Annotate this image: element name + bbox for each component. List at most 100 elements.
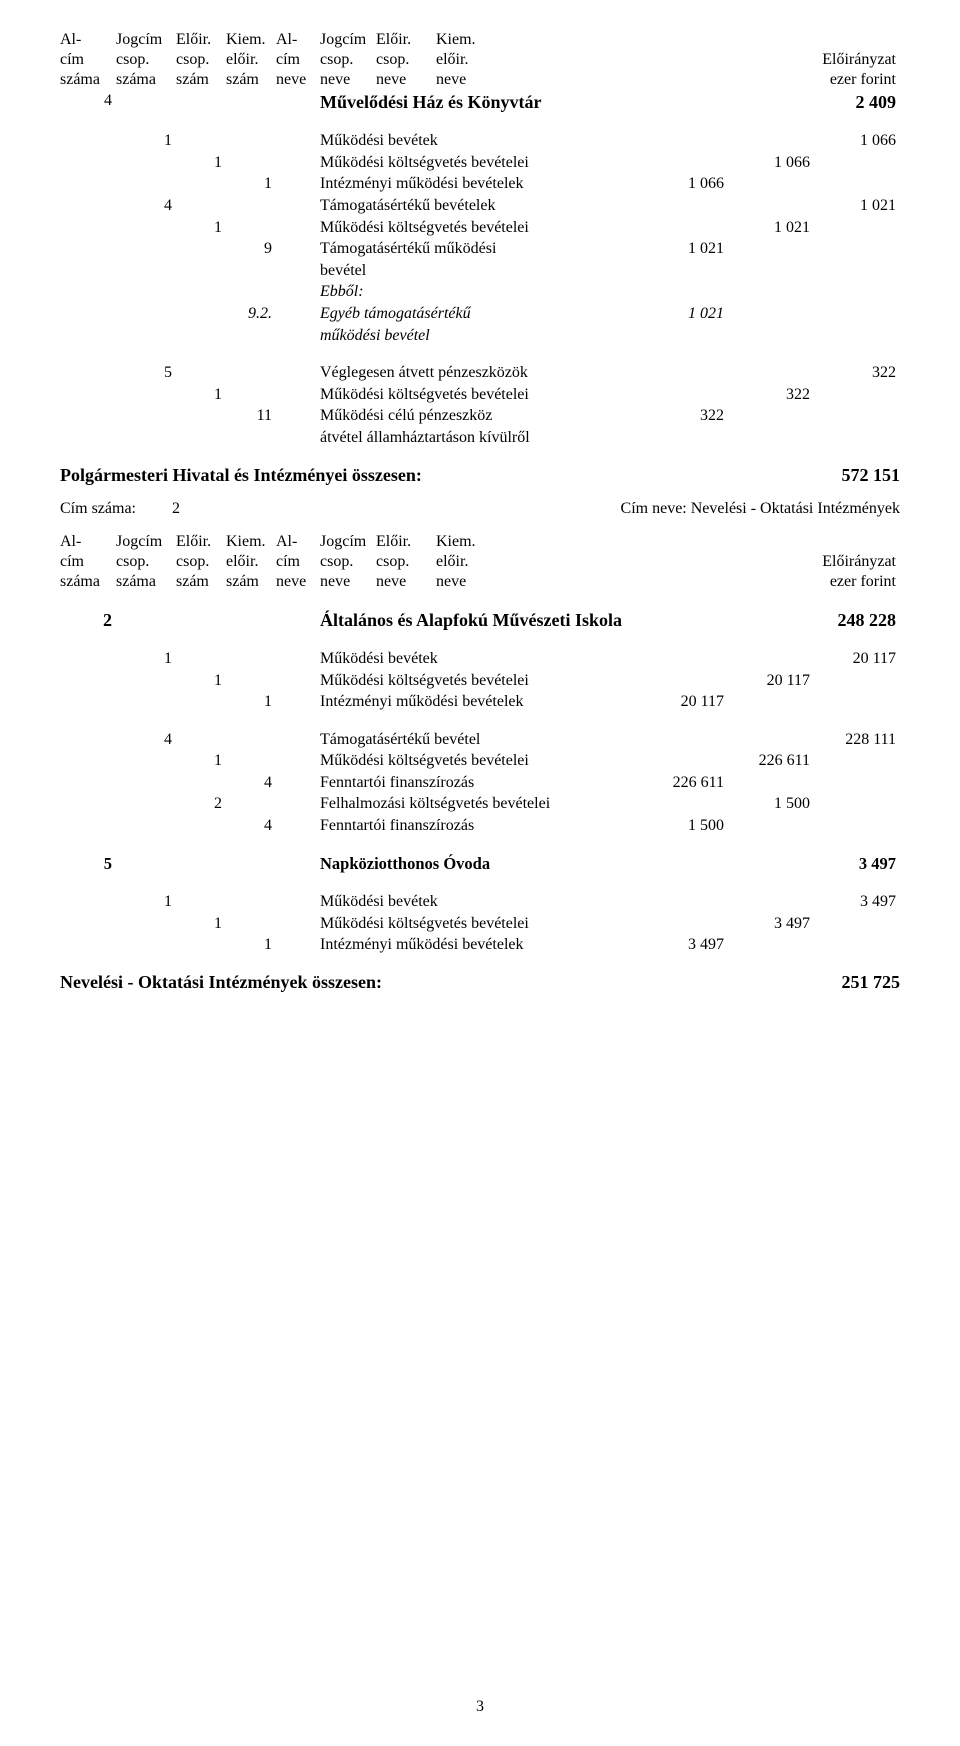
s2-r4-v: 228 111: [814, 729, 900, 751]
s5a-r3-label: Működési célú pénzeszköz átvétel államhá…: [320, 405, 642, 448]
s5b-r1-v: 3 497: [814, 891, 900, 913]
s5b-r2-code: 1: [176, 913, 226, 935]
hdr2-c7-l1: Előir.: [376, 532, 436, 552]
s5a-r2-v: 322: [728, 384, 814, 406]
hdr2-c4-l3: szám: [226, 572, 276, 592]
hdr-c7-l3: neve: [376, 70, 436, 90]
s2-r4-label: Támogatásértékű bevétel: [320, 729, 642, 751]
s5b-r1-label: Működési bevétek: [320, 891, 642, 913]
hdr2-c5-l1: Al-: [276, 532, 320, 552]
hdr-c8-l2: előir.: [436, 50, 486, 70]
s4-r6-label1: Támogatásértékű működési: [320, 240, 496, 257]
s5a-r3: 11 Működési célú pénzeszköz átvétel álla…: [60, 405, 900, 448]
s2-r2-label: Működési költségvetés bevételei: [320, 670, 642, 692]
cim2-right: Cím neve: Nevelési - Oktatási Intézménye…: [621, 500, 900, 518]
section5b-code: 5: [60, 853, 116, 875]
s2-r5-code: 1: [176, 750, 226, 772]
s4-r6: 9 Támogatásértékű működési bevétel 1 021: [60, 238, 900, 281]
s4-r6-code: 9: [226, 238, 276, 260]
s4-r4-code: 4: [116, 195, 176, 217]
s4-r3: 1 Intézményi működési bevételek 1 066: [60, 173, 900, 195]
section4-title-row: 4 Művelődési Ház és Könyvtár 2 409: [60, 90, 900, 114]
summary2-v: 251 725: [842, 972, 901, 993]
hdr2-c1-l1: Al-: [60, 532, 116, 552]
s2-r6-label: Fenntartói finanszírozás: [320, 772, 642, 794]
s2-r2-code: 1: [176, 670, 226, 692]
hdr2-c2-l2: csop.: [116, 552, 176, 572]
section2-total: 248 228: [814, 608, 900, 632]
s5b-r3-code: 1: [226, 934, 276, 956]
hdr2-c6-l2: csop.: [320, 552, 376, 572]
s5b-r2-label: Működési költségvetés bevételei: [320, 913, 642, 935]
hdr-c7-l2: csop.: [376, 50, 436, 70]
hdr2-c5-l2: cím: [276, 552, 320, 572]
s4-r1: 1 Működési bevétek 1 066: [60, 130, 900, 152]
s5a-r2-code: 1: [176, 384, 226, 406]
hdr-c6-l2: csop.: [320, 50, 376, 70]
s4-r8-label2: működési bevétel: [320, 327, 430, 344]
hdr2-c5-l3: neve: [276, 572, 320, 592]
hdr2-c7-l3: neve: [376, 572, 436, 592]
hdr-c7-l1: Előir.: [376, 30, 436, 50]
s5a-r3-label2: átvétel államháztartáson kívülről: [320, 429, 530, 446]
section5b-title-row: 5 Napköziotthonos Óvoda 3 497: [60, 853, 900, 875]
s2-r8: 4 Fenntartói finanszírozás 1 500: [60, 815, 900, 837]
section5b-total: 3 497: [814, 853, 900, 875]
s2-r5-v: 226 611: [728, 750, 814, 772]
column-header-l3: száma száma szám szám neve neve neve nev…: [60, 70, 900, 90]
hdr-c6-l3: neve: [320, 70, 376, 90]
s4-r3-v: 1 066: [642, 173, 728, 195]
hdr2-c1-l2: cím: [60, 552, 116, 572]
s4-r8-v: 1 021: [642, 303, 728, 325]
summary1-v: 572 151: [842, 465, 901, 486]
s5a-r1-label: Véglegesen átvett pénzeszközök: [320, 362, 642, 384]
s2-r4: 4 Támogatásértékű bevétel 228 111: [60, 729, 900, 751]
hdr2-c8-l3: neve: [436, 572, 486, 592]
cim2-line: Cím száma: 2 Cím neve: Nevelési - Oktatá…: [60, 500, 900, 518]
section2-title-row: 2 Általános és Alapfokú Művészeti Iskola…: [60, 608, 900, 632]
s5b-r1: 1 Működési bevétek 3 497: [60, 891, 900, 913]
hdr-c8-l1: Kiem.: [436, 30, 486, 50]
hdr2-right-l3: ezer forint: [536, 572, 900, 592]
section4-title: Művelődési Ház és Könyvtár: [320, 90, 642, 114]
hdr-c4-l3: szám: [226, 70, 276, 90]
s2-r3-v: 20 117: [642, 691, 728, 713]
s2-r7-label: Felhalmozási költségvetés bevételei: [320, 793, 642, 815]
s4-r6-label2: bevétel: [320, 262, 366, 279]
s2-r6-code: 4: [226, 772, 276, 794]
s4-r8-label: Egyéb támogatásértékű működési bevétel: [320, 303, 642, 346]
hdr2-c8-l1: Kiem.: [436, 532, 486, 552]
s4-r2: 1 Működési költségvetés bevételei 1 066: [60, 152, 900, 174]
hdr2-right-l2: Előirányzat: [536, 552, 900, 572]
hdr-c4-l1: Kiem.: [226, 30, 276, 50]
summary1-label: Polgármesteri Hivatal és Intézményei öss…: [60, 465, 422, 486]
hdr-right-l3: ezer forint: [536, 70, 900, 90]
s4-r1-label: Működési bevétek: [320, 130, 642, 152]
s2-r7-v: 1 500: [728, 793, 814, 815]
s4-r1-v: 1 066: [814, 130, 900, 152]
column-header-l2: cím csop. csop. előir. cím csop. csop. e…: [60, 50, 900, 70]
hdr2-c2-l1: Jogcím: [116, 532, 176, 552]
hdr2-c8-l2: előir.: [436, 552, 486, 572]
hdr-c2-l3: száma: [116, 70, 176, 90]
summary2: Nevelési - Oktatási Intézmények összesen…: [60, 972, 900, 993]
hdr-c1-l3: száma: [60, 70, 116, 90]
section2-code: 2: [60, 608, 116, 632]
column-header-2-l2: cím csop. csop. előir. cím csop. csop. e…: [60, 552, 900, 572]
hdr2-c2-l3: száma: [116, 572, 176, 592]
s4-r3-code: 1: [226, 173, 276, 195]
hdr2-c3-l2: csop.: [176, 552, 226, 572]
s2-r6: 4 Fenntartói finanszírozás 226 611: [60, 772, 900, 794]
s2-r3: 1 Intézményi működési bevételek 20 117: [60, 691, 900, 713]
hdr-c6-l1: Jogcím: [320, 30, 376, 50]
hdr-c3-l2: csop.: [176, 50, 226, 70]
s2-r6-v: 226 611: [642, 772, 728, 794]
s5a-r3-label1: Működési célú pénzeszköz: [320, 407, 492, 424]
cim2-left: Cím száma: 2: [60, 500, 180, 518]
summary2-label: Nevelési - Oktatási Intézmények összesen…: [60, 972, 382, 993]
s4-r7-label: Ebből:: [320, 281, 642, 303]
hdr2-c3-l1: Előir.: [176, 532, 226, 552]
s5a-r1-v: 322: [814, 362, 900, 384]
s4-r5: 1 Működési költségvetés bevételei 1 021: [60, 217, 900, 239]
page-number: 3: [0, 1698, 960, 1716]
